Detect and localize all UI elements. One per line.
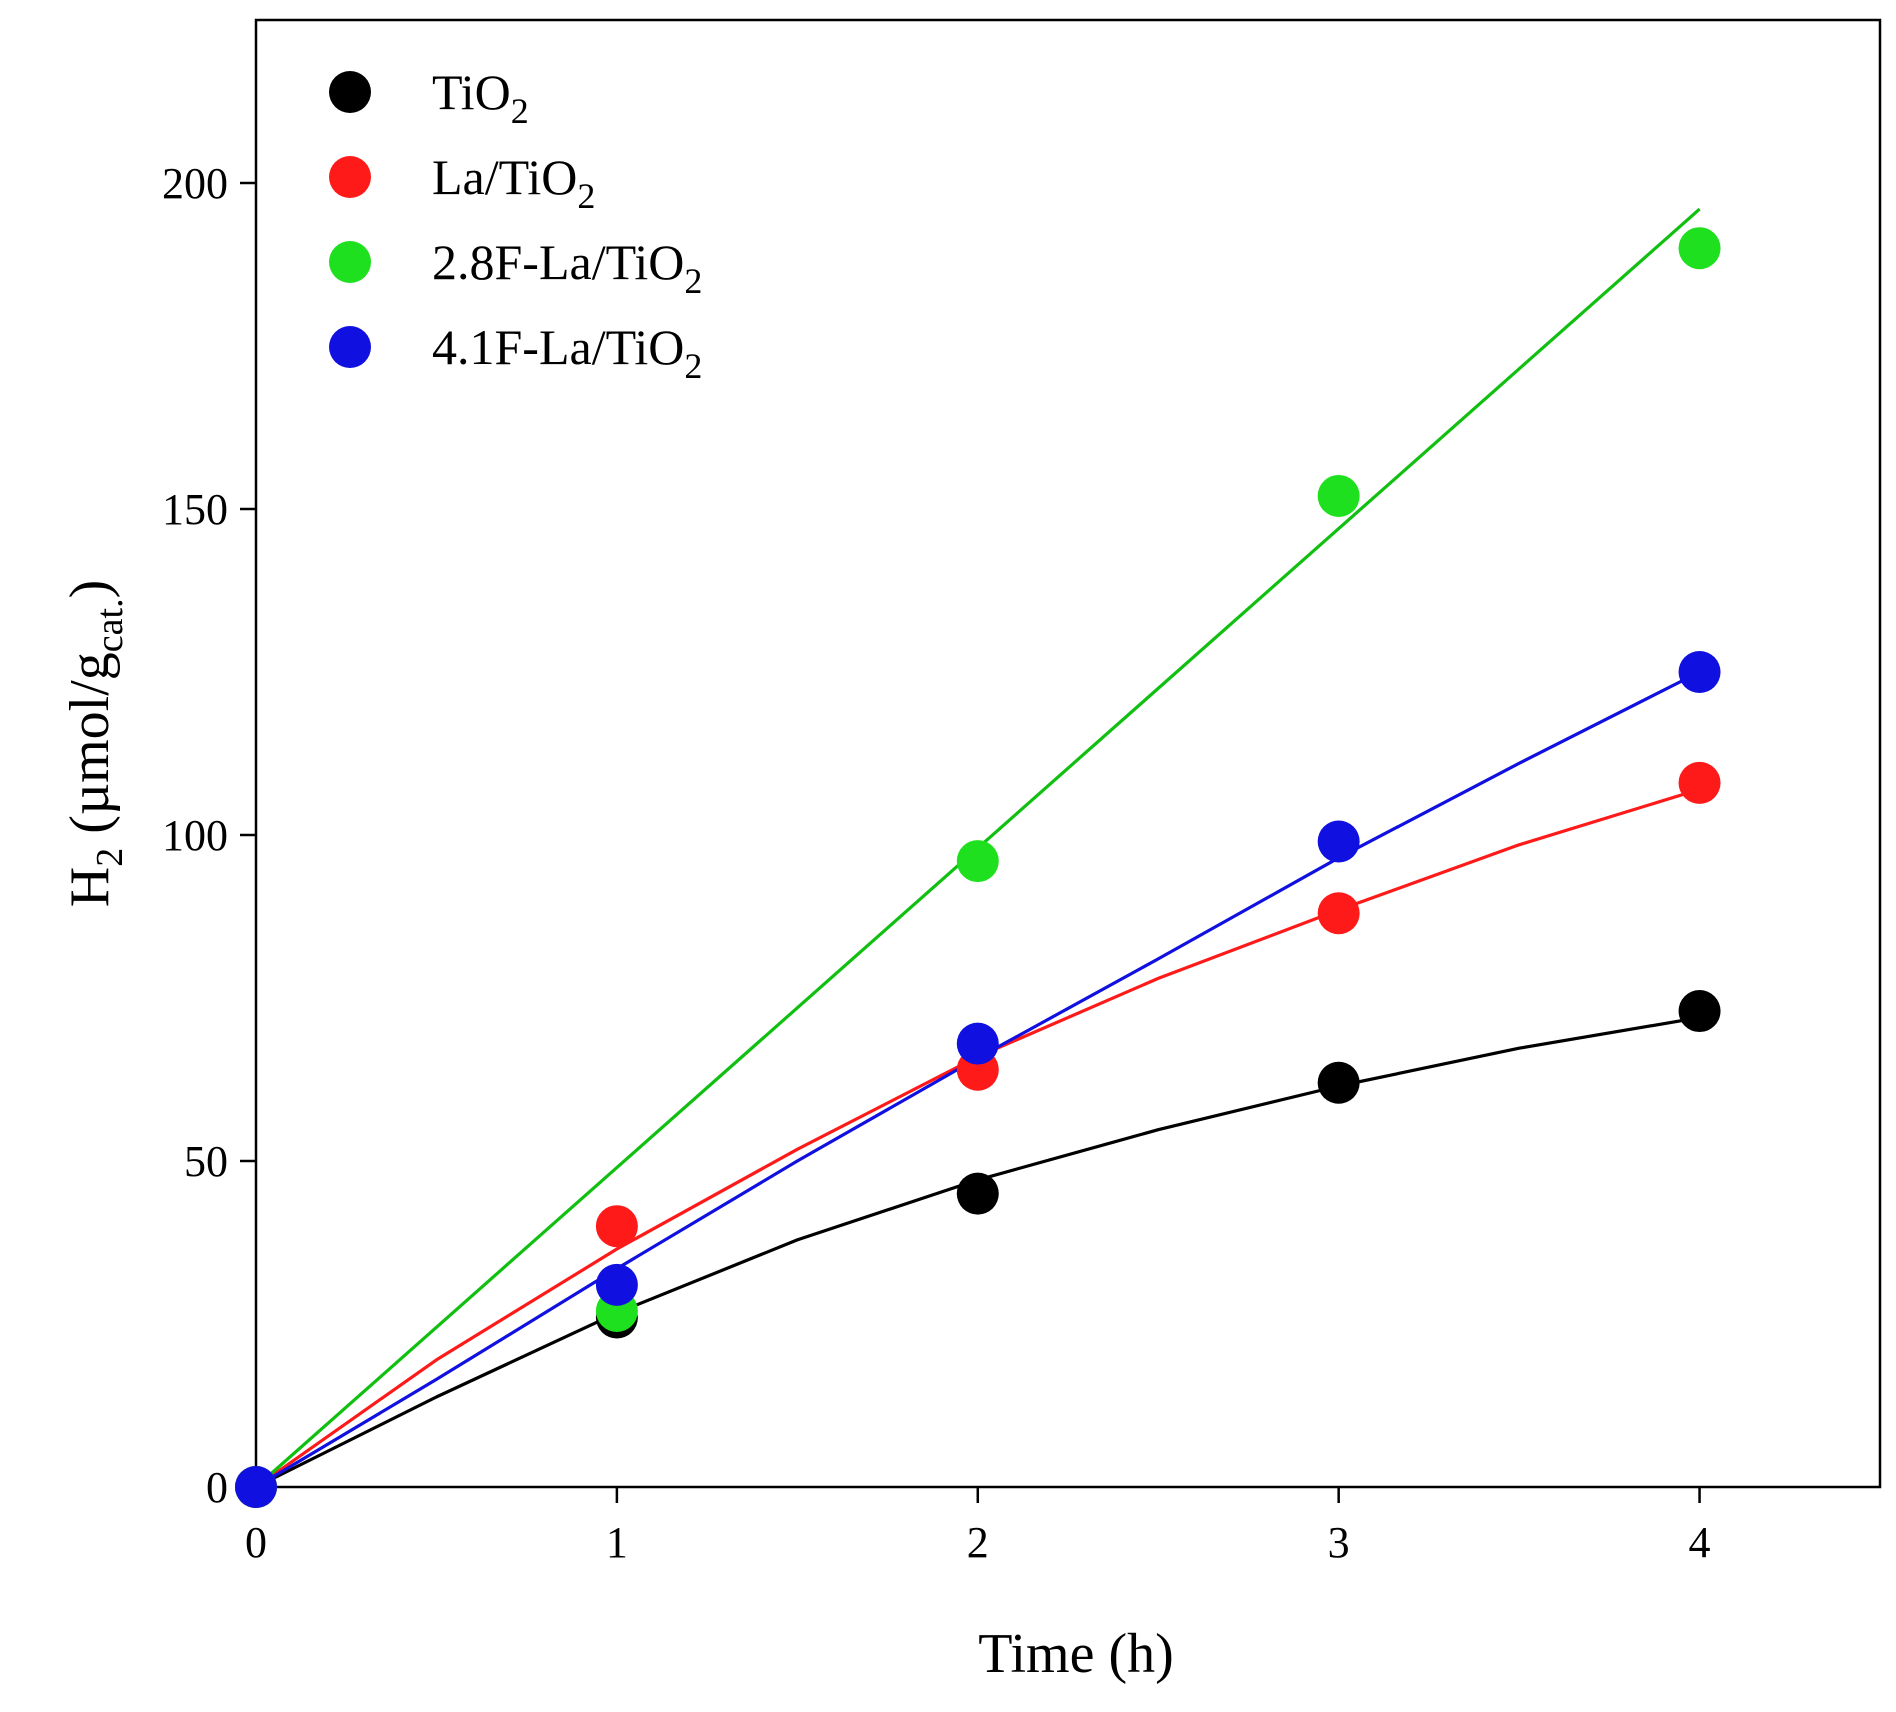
y-axis-title: H2 (µmol/gcat.) <box>59 580 131 908</box>
legend-label: TiO2 <box>432 64 529 131</box>
fit-line-la-tio2 <box>255 787 1701 1489</box>
legend-marker <box>329 71 371 113</box>
plot-frame <box>254 18 1882 1489</box>
legend-marker <box>329 156 371 198</box>
x-tick-label: 2 <box>967 1518 989 1567</box>
y-tick-label: 150 <box>162 485 228 534</box>
y-tick-label: 100 <box>162 811 228 860</box>
x-tick-label: 0 <box>245 1518 267 1567</box>
x-tick-label: 3 <box>1328 1518 1350 1567</box>
data-point <box>1678 761 1721 804</box>
data-point <box>956 840 999 883</box>
x-axis-title: Time (h) <box>978 1623 1174 1685</box>
data-point <box>595 1205 638 1248</box>
x-tick-label: 4 <box>1689 1518 1711 1567</box>
y-tick-label: 50 <box>184 1137 228 1186</box>
x-tick-label: 1 <box>606 1518 628 1567</box>
data-point <box>1678 990 1721 1033</box>
legend-label: 4.1F-La/TiO2 <box>432 319 702 386</box>
data-point <box>1317 820 1360 863</box>
legend-marker <box>329 326 371 368</box>
data-point <box>1317 1061 1360 1104</box>
data-point <box>1678 651 1721 693</box>
legend-marker <box>329 241 371 283</box>
data-point <box>1678 227 1721 270</box>
data-point <box>1317 474 1360 517</box>
y-tick-label: 0 <box>206 1463 228 1512</box>
data-point <box>956 1022 999 1065</box>
data-point <box>235 1466 277 1508</box>
data-point <box>595 1263 638 1306</box>
data-point <box>956 1172 999 1215</box>
y-tick-label: 200 <box>162 159 228 208</box>
legend-label: La/TiO2 <box>432 149 595 216</box>
legend-label: 2.8F-La/TiO2 <box>432 234 702 301</box>
data-point <box>1317 892 1360 935</box>
